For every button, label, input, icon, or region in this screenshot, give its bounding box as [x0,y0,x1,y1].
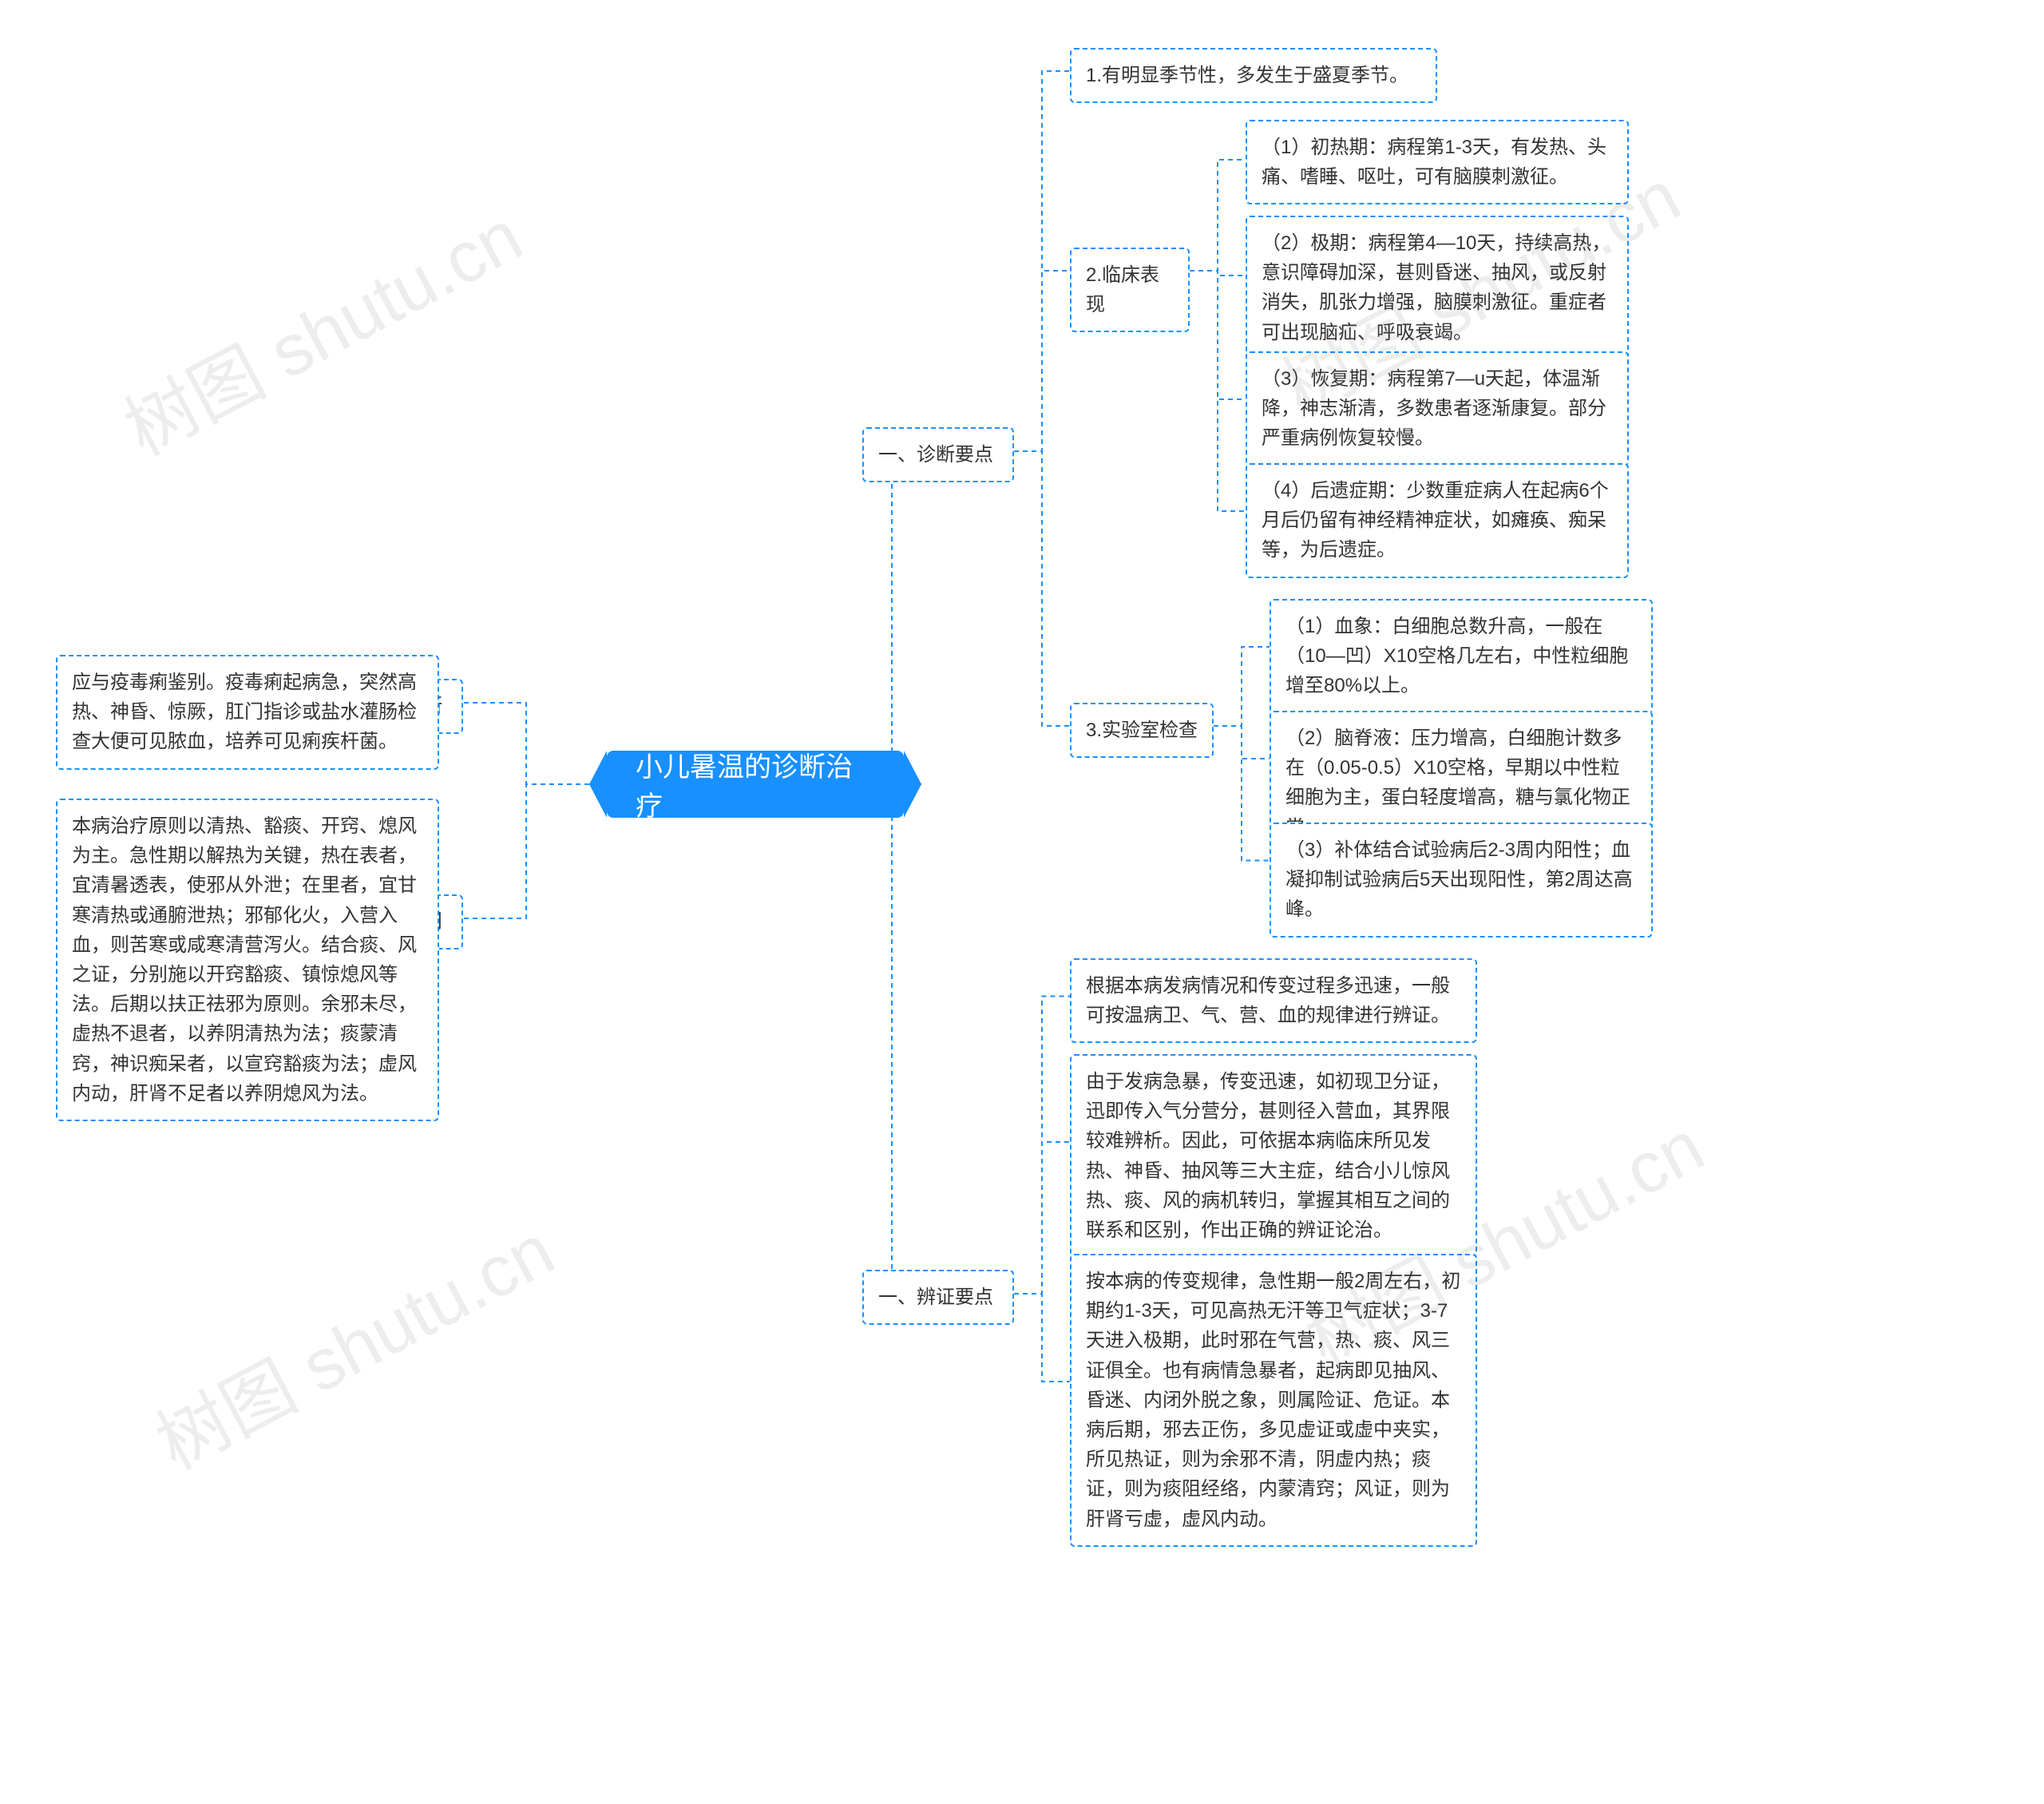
connector [1214,647,1270,726]
connector [1190,271,1246,511]
leaf-node: 1.有明显季节性，多发生于盛夏季节。 [1070,48,1437,103]
connector [463,703,589,784]
leaf-node: （3）补体结合试验病后2-3周内阳性；血凝抑制试验病后5天出现阳性，第2周达高峰… [1270,823,1653,938]
connector [1014,71,1070,451]
connector [1014,1142,1070,1294]
leaf-node: 由于发病急暴，传变迅速，如初现卫分证，迅即传入气分营分，甚则径入营血，其界限较难… [1070,1054,1477,1258]
connector [1190,271,1246,276]
leaf-node: （1）初热期：病程第1-3天，有发热、头痛、嗜睡、呕吐，可有脑膜刺激征。 [1246,120,1629,204]
root-node: 小儿暑温的诊断治疗 [607,751,904,818]
leaf-node: （1）血象：白细胞总数升高，一般在（10—凹）X10空格几左右，中性粒细胞增至8… [1270,599,1653,714]
leaf-node: （4）后遗症期：少数重症病人在起病6个月后仍留有神经精神症状，如瘫痪、痴呆等，为… [1246,463,1629,578]
watermark: 树图 shutu.cn [104,179,537,475]
connector [463,784,589,918]
connector [862,451,921,784]
leaf-node: （3）恢复期：病程第7—u天起，体温渐降，神志渐清，多数患者逐渐康复。部分严重病… [1246,351,1629,466]
leaf-node: 根据本病发病情况和传变过程多迅速，一般可按温病卫、气、营、血的规律进行辨证。 [1070,958,1477,1043]
leaf-node: （2）极期：病程第4—10天，持续高热，意识障碍加深，甚则昏迷、抽风，或反射消失… [1246,216,1629,360]
connector [1190,271,1246,399]
connector [1214,726,1270,759]
branch-node: 3.实验室检查 [1070,703,1214,758]
connector [1190,160,1246,271]
branch-node: 一、诊断要点 [862,427,1014,482]
leaf-node: 本病治疗原则以清热、豁痰、开窍、熄风为主。急性期以解热为关键，热在表者，宜清暑透… [56,799,439,1121]
branch-node: 一、辨证要点 [862,1270,1014,1325]
connector [862,784,921,1294]
connector [1014,1294,1070,1382]
branch-node: 2.临床表现 [1070,248,1190,332]
watermark: 树图 shutu.cn [136,1193,568,1489]
connector [1014,271,1070,451]
connector [1014,451,1070,726]
connector [1014,997,1070,1295]
leaf-node: 按本病的传变规律，急性期一般2周左右，初期约1-3天，可见高热无汗等卫气症状；3… [1070,1254,1477,1547]
leaf-node: 应与疫毒痢鉴别。疫毒痢起病急，突然高热、神昏、惊厥，肛门指诊或盐水灌肠检查大便可… [56,655,439,770]
connector [1214,726,1270,861]
